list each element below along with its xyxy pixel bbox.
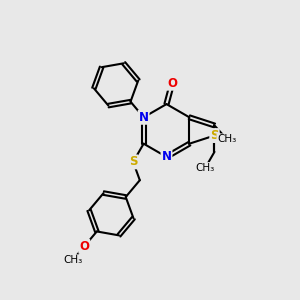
Text: S: S — [129, 155, 137, 168]
Text: O: O — [79, 240, 89, 253]
Text: CH₃: CH₃ — [196, 163, 215, 173]
Text: N: N — [139, 111, 148, 124]
Text: O: O — [167, 77, 177, 90]
Text: CH₃: CH₃ — [63, 255, 82, 265]
Text: N: N — [161, 150, 172, 164]
Text: S: S — [210, 129, 219, 142]
Text: CH₃: CH₃ — [217, 134, 236, 144]
